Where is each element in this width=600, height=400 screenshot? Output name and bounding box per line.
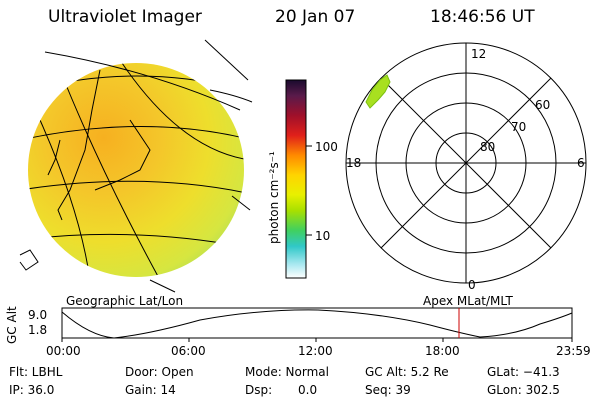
coastline xyxy=(19,249,39,271)
colorbar-tick-label: 10 xyxy=(315,229,331,243)
mlt-diagonal xyxy=(380,77,552,249)
mlat-label-70: 70 xyxy=(511,120,527,134)
mlt-label-18: 18 xyxy=(346,156,362,170)
mlat-label-60: 60 xyxy=(535,98,551,112)
earth-disc xyxy=(28,63,244,277)
lon-line xyxy=(59,69,161,277)
lon-line xyxy=(39,119,91,277)
status-ip: IP: 36.0 xyxy=(9,383,55,397)
status-gc-alt: GC Alt: 5.2 Re xyxy=(365,365,449,379)
orbit-left-title: Geographic Lat/Lon xyxy=(66,294,184,308)
mlt-diagonal xyxy=(380,77,552,249)
mlt-label-0: 0 xyxy=(468,278,476,292)
coastline xyxy=(94,119,151,191)
orbit-xtick-label: 00:00 xyxy=(46,344,81,358)
time-label: 18:46:56 UT xyxy=(430,7,535,27)
mlat-label-80: 80 xyxy=(480,140,496,154)
coastline xyxy=(57,69,101,221)
status-dsp-value: 0.0 xyxy=(298,383,318,397)
status-glat: GLat: −41.3 xyxy=(487,365,560,379)
status-dsp-label: Dsp: xyxy=(245,383,273,397)
mlt-label-12: 12 xyxy=(471,47,487,61)
colorbar-fill xyxy=(285,79,307,279)
status-glon: GLon: 302.5 xyxy=(487,383,560,397)
status-seq: Seq: 39 xyxy=(365,383,411,397)
mlat-ring-outer xyxy=(345,42,587,284)
orbit-xtick-label: 12:00 xyxy=(298,344,333,358)
date-label: 20 Jan 07 xyxy=(275,7,356,27)
lat-line xyxy=(28,180,244,197)
status-filter: Flt: LBHL xyxy=(9,365,63,379)
orbit-right-title: Apex MLat/MLT xyxy=(423,294,513,308)
orbit-plot-frame xyxy=(61,307,573,339)
mlt-label-6: 6 xyxy=(577,156,585,170)
orbit-ytick-label: 9.0 xyxy=(28,308,48,322)
orbit-ytick-label: 1.8 xyxy=(28,323,48,337)
orbit-xtick-label: 06:00 xyxy=(171,344,206,358)
lat-line xyxy=(28,233,244,251)
lon-line xyxy=(119,63,244,161)
coastline xyxy=(47,139,61,176)
colorbar-unit-label: photon cm⁻²s⁻¹ xyxy=(267,151,281,244)
orbit-xtick-label: 23:59 xyxy=(556,344,591,358)
lat-line xyxy=(28,126,244,143)
colorbar-tick-label: 100 xyxy=(315,140,338,154)
orbit-ylabel: GC Alt xyxy=(5,306,19,344)
status-gain: Gain: 14 xyxy=(125,383,176,397)
status-door: Door: Open xyxy=(125,365,194,379)
lat-line xyxy=(28,75,244,93)
status-mode: Mode: Normal xyxy=(245,365,329,379)
instrument-title: Ultraviolet Imager xyxy=(48,7,202,27)
mlat-ring-60 xyxy=(375,72,557,254)
orbit-altitude-curve xyxy=(61,309,573,339)
mlat-ring-70 xyxy=(405,102,527,224)
aurora-patch xyxy=(365,74,391,109)
orbit-xtick-label: 18:00 xyxy=(425,344,460,358)
